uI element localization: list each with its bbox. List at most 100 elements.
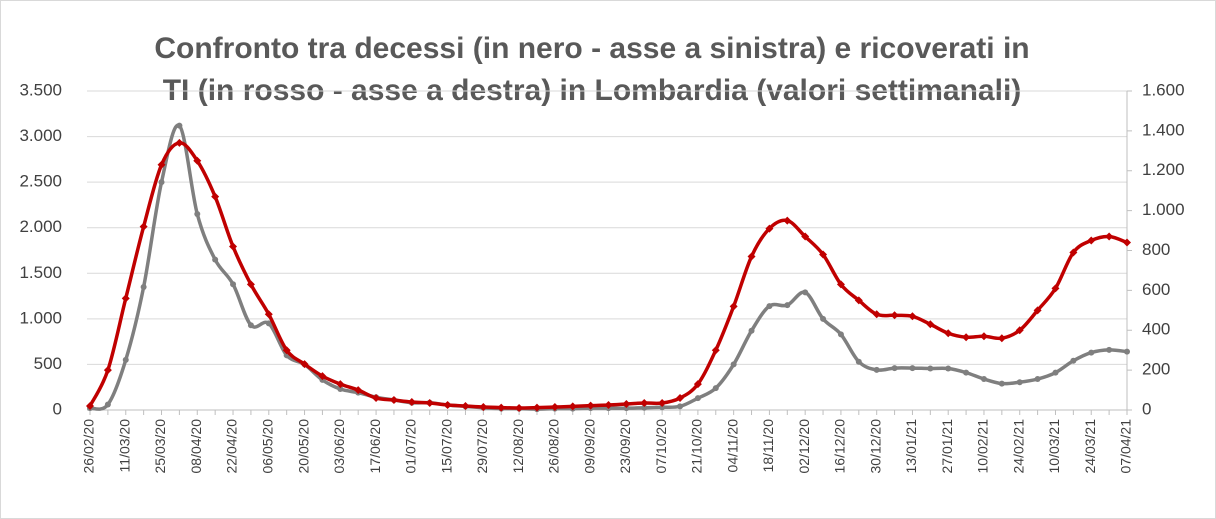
y-tick-label: 3.000 bbox=[19, 126, 62, 145]
point bbox=[211, 192, 220, 201]
x-tick-label: 17/06/20 bbox=[367, 419, 383, 474]
point bbox=[979, 332, 988, 341]
point bbox=[212, 256, 219, 263]
x-tick-label: 20/05/20 bbox=[295, 419, 311, 474]
point bbox=[139, 222, 148, 231]
point bbox=[1105, 232, 1114, 241]
x-tick-label: 16/12/20 bbox=[832, 419, 848, 474]
point bbox=[1051, 284, 1060, 293]
x-tick-label: 23/09/20 bbox=[617, 419, 633, 474]
point bbox=[1069, 248, 1078, 257]
y-tick-label: 1.500 bbox=[19, 263, 62, 282]
point bbox=[711, 346, 720, 355]
point bbox=[479, 403, 488, 412]
point bbox=[712, 385, 719, 392]
point bbox=[407, 398, 416, 407]
point bbox=[604, 401, 613, 410]
point bbox=[909, 365, 916, 372]
point bbox=[658, 399, 667, 408]
x-tick-label: 04/11/20 bbox=[724, 419, 740, 473]
y2-tick-label: 1.600 bbox=[1142, 80, 1185, 99]
point bbox=[945, 365, 952, 372]
x-tick-label: 22/04/20 bbox=[224, 419, 240, 474]
chart-title: Confronto tra decessi (in nero - asse a … bbox=[154, 32, 1029, 65]
point bbox=[641, 404, 648, 411]
point bbox=[765, 224, 774, 233]
point bbox=[890, 311, 899, 320]
point bbox=[1016, 379, 1023, 386]
point bbox=[729, 302, 738, 311]
point bbox=[568, 402, 577, 411]
point bbox=[443, 401, 452, 410]
y-tick-label: 500 bbox=[34, 354, 62, 373]
point bbox=[246, 280, 255, 289]
point bbox=[891, 365, 898, 372]
point bbox=[820, 315, 827, 322]
y-tick-label: 2.000 bbox=[19, 217, 62, 236]
y-tick-label: 3.500 bbox=[19, 80, 62, 99]
point bbox=[872, 310, 881, 319]
point bbox=[1106, 346, 1113, 353]
point bbox=[963, 369, 970, 376]
x-tick-label: 21/10/20 bbox=[689, 419, 705, 474]
point bbox=[802, 289, 809, 296]
point bbox=[693, 380, 702, 389]
point bbox=[677, 403, 684, 410]
point bbox=[497, 403, 506, 412]
point bbox=[927, 365, 934, 372]
x-tick-label: 25/03/20 bbox=[152, 419, 168, 474]
point bbox=[1124, 348, 1130, 355]
point bbox=[873, 366, 880, 373]
y-tick-label: 2.500 bbox=[19, 172, 62, 191]
point bbox=[515, 404, 524, 413]
point bbox=[784, 302, 791, 309]
x-tick-label: 03/06/20 bbox=[331, 419, 347, 474]
point bbox=[121, 294, 130, 303]
point bbox=[1015, 326, 1024, 335]
y-tick-label: 0 bbox=[53, 399, 62, 418]
point bbox=[86, 402, 94, 411]
x-tick-label: 27/01/21 bbox=[939, 419, 955, 474]
point bbox=[1088, 349, 1095, 356]
point bbox=[300, 360, 309, 369]
point bbox=[103, 366, 112, 375]
point bbox=[140, 283, 147, 290]
point bbox=[122, 356, 129, 363]
point bbox=[550, 403, 559, 412]
x-tick-label: 26/08/20 bbox=[546, 419, 562, 474]
point bbox=[229, 242, 238, 251]
y2-tick-label: 1.200 bbox=[1142, 160, 1185, 179]
point bbox=[337, 386, 344, 393]
point bbox=[461, 402, 470, 411]
x-tick-label: 01/07/20 bbox=[403, 419, 419, 474]
point bbox=[336, 380, 345, 389]
point bbox=[1123, 238, 1131, 247]
point bbox=[247, 322, 254, 329]
x-tick-label: 09/09/20 bbox=[581, 419, 597, 474]
point bbox=[532, 403, 541, 412]
x-tick-label: 02/12/20 bbox=[796, 419, 812, 474]
y2-tick-label: 0 bbox=[1142, 399, 1151, 418]
point bbox=[819, 250, 828, 259]
point bbox=[944, 329, 953, 338]
point bbox=[157, 160, 166, 169]
point bbox=[586, 401, 595, 410]
point bbox=[748, 327, 755, 334]
point bbox=[1087, 236, 1096, 245]
point bbox=[175, 138, 184, 147]
point bbox=[980, 376, 987, 383]
point bbox=[1034, 376, 1041, 383]
x-tick-label: 11/03/20 bbox=[116, 419, 132, 473]
y2-tick-label: 200 bbox=[1142, 360, 1170, 379]
point bbox=[676, 394, 685, 403]
x-tick-label: 06/05/20 bbox=[259, 419, 275, 474]
point bbox=[176, 122, 183, 129]
point bbox=[836, 280, 845, 289]
chart-title: TI (in rosso - asse a destra) in Lombard… bbox=[163, 74, 1022, 107]
y-tick-label: 1.000 bbox=[19, 308, 62, 327]
x-tick-label: 29/07/20 bbox=[474, 419, 490, 474]
x-tick-label: 10/02/21 bbox=[975, 419, 991, 474]
y2-tick-label: 400 bbox=[1142, 320, 1170, 339]
